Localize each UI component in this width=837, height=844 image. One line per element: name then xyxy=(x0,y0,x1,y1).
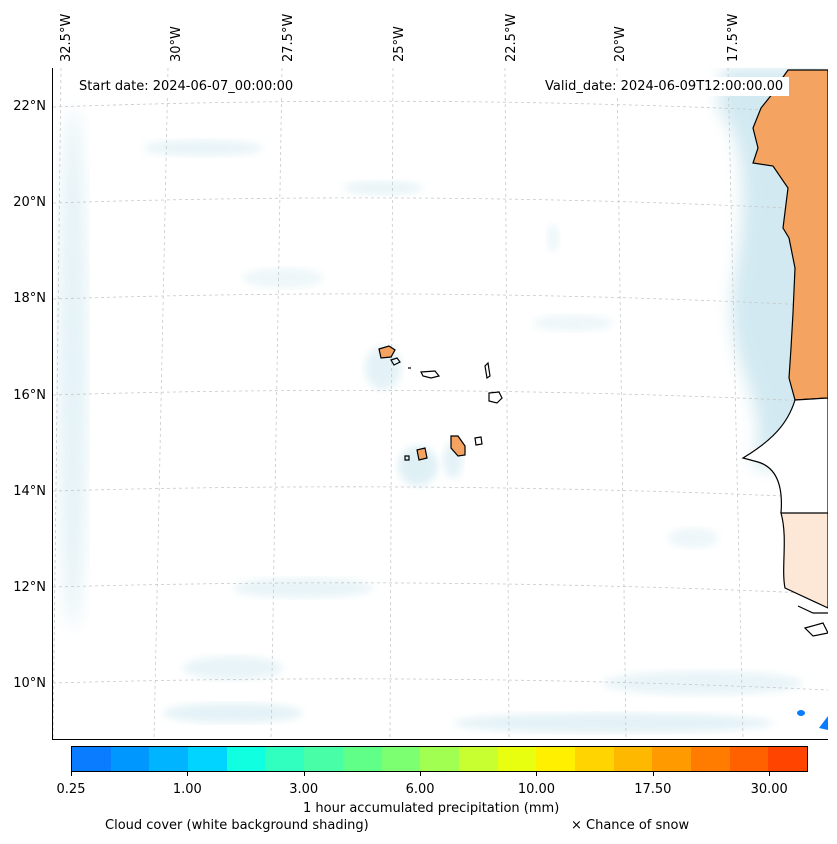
lon-label: 32.5°W xyxy=(59,13,74,62)
cape-verde-islands xyxy=(378,345,503,461)
colorbar-tick-mark xyxy=(187,772,189,776)
graticule xyxy=(53,68,828,739)
lat-label: 22°N xyxy=(13,99,46,114)
lon-label: 25°W xyxy=(392,26,407,62)
map-canvas xyxy=(53,68,828,739)
colorbar-segment xyxy=(381,747,421,771)
colorbar-tick-label: 0.25 xyxy=(56,782,86,797)
colorbar-tick-mark xyxy=(303,772,305,776)
colorbar-segment xyxy=(265,747,305,771)
colorbar-segment xyxy=(729,747,769,771)
cloud-cover-legend: Cloud cover (white background shading) xyxy=(105,818,369,833)
map-panel xyxy=(52,68,828,740)
lon-label: 27.5°W xyxy=(281,13,296,62)
colorbar-segment xyxy=(613,747,653,771)
colorbar-label: 1 hour accumulated precipitation (mm) xyxy=(303,801,560,816)
lat-label: 12°N xyxy=(13,580,46,595)
precip-cell xyxy=(797,710,805,716)
colorbar-tick-label: 1.00 xyxy=(172,782,202,797)
colorbar-tick-mark xyxy=(71,772,72,776)
lat-label: 10°N xyxy=(13,676,46,691)
lon-label: 17.5°W xyxy=(726,13,741,62)
colorbar-tick-label: 10.00 xyxy=(517,782,556,797)
snow-legend: × Chance of snow xyxy=(571,818,690,833)
colorbar-segment xyxy=(691,747,730,771)
colorbar-segment xyxy=(188,747,227,771)
lat-label: 16°N xyxy=(13,388,46,403)
lat-label: 14°N xyxy=(13,484,46,499)
colorbar-segment xyxy=(536,747,575,771)
lat-label: 20°N xyxy=(13,195,46,210)
africa-coastline xyxy=(741,69,828,730)
lat-label: 18°N xyxy=(13,291,46,306)
colorbar-segment xyxy=(226,747,266,771)
precip-cell xyxy=(819,716,828,730)
cloud-cover-shading xyxy=(59,68,828,733)
colorbar-segment xyxy=(420,747,459,771)
colorbar-tick-label: 3.00 xyxy=(289,782,319,797)
colorbar-segment xyxy=(110,747,150,771)
lon-label: 22.5°W xyxy=(504,13,519,62)
lon-label: 30°W xyxy=(169,26,184,62)
colorbar-tick-label: 30.00 xyxy=(750,782,788,797)
colorbar-tick-label: 6.00 xyxy=(405,782,435,797)
lon-label: 20°W xyxy=(613,26,628,62)
precipitation-colorbar xyxy=(71,746,808,772)
colorbar-segment xyxy=(574,747,614,771)
start-date-label: Start date: 2024-06-07_00:00:00 xyxy=(73,77,300,96)
colorbar-segment xyxy=(768,747,808,771)
colorbar-segment xyxy=(149,747,189,771)
colorbar-segment xyxy=(497,747,537,771)
colorbar-tick-mark xyxy=(420,772,422,776)
colorbar-segment xyxy=(304,747,343,771)
colorbar-segment xyxy=(652,747,691,771)
colorbar-tick-label: 17.50 xyxy=(634,782,672,797)
colorbar-segment xyxy=(342,747,382,771)
valid-date-label: Valid_date: 2024-06-09T12:00:00.00 xyxy=(539,77,790,96)
colorbar-tick-mark xyxy=(769,772,771,776)
colorbar-segment xyxy=(458,747,498,771)
colorbar-tick-mark xyxy=(536,772,538,776)
colorbar-segment xyxy=(72,747,111,771)
colorbar-tick-mark xyxy=(652,772,654,776)
